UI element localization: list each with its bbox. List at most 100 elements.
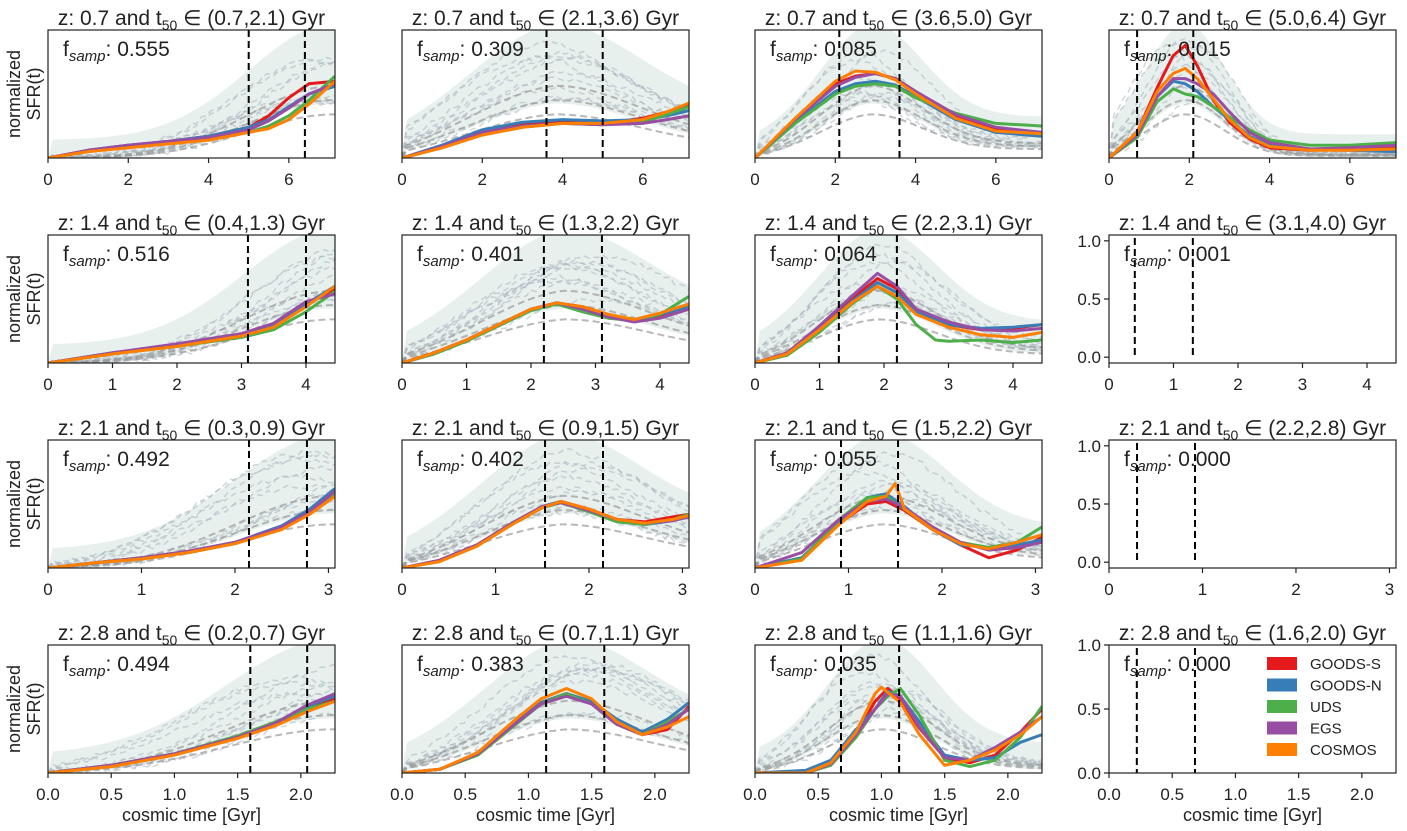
series-egs — [48, 82, 335, 158]
subplot-r3-c2: 0.0 0.5 1.0 1.5 2.0 z: 2.8 and t50 ∈ (1.1,1.6… — [743, 622, 1043, 825]
subplot-title: z: 0.7 and t50 ∈ (3.6,5.0) Gyr — [765, 7, 1032, 33]
sample-curve — [755, 91, 1042, 158]
x-tick-label: 0 — [397, 170, 406, 189]
series-cosmos — [1109, 66, 1396, 158]
plot-area — [48, 235, 335, 363]
series-cosmos — [755, 482, 1042, 568]
x-tick-label: 0.0 — [1097, 785, 1121, 804]
fsamp-label: fsamp: 0.383 — [417, 653, 524, 680]
sample-curve — [48, 457, 335, 568]
sample-curve — [402, 259, 689, 363]
confidence-band — [402, 440, 689, 568]
legend-swatch — [1267, 721, 1297, 735]
sample-curve — [402, 523, 689, 568]
x-tick-label: 1.0 — [1224, 785, 1248, 804]
fsamp-label: fsamp: 0.492 — [63, 448, 170, 475]
y-tick-label: 1.0 — [1077, 636, 1101, 655]
sample-curve — [402, 70, 689, 158]
confidence-band — [402, 645, 689, 773]
confidence-band — [402, 235, 689, 363]
fsamp-label: fsamp: 0.055 — [770, 448, 877, 475]
y-axis-label: SFR(t) — [24, 478, 44, 531]
x-tick-label: 0 — [750, 170, 759, 189]
sample-curve — [402, 489, 689, 568]
subplot-r1-c0: 0 1 2 3 4 z: 1.4 and t50 ∈ (0.4,1.3) Gyr fsamp… — [4, 212, 336, 394]
fsamp-label: fsamp: 0.035 — [770, 653, 877, 680]
x-tick-label: 2.0 — [996, 785, 1020, 804]
x-tick-label: 6 — [991, 170, 1000, 189]
sample-curve — [402, 474, 689, 568]
subplot-title: z: 0.7 and t50 ∈ (2.1,3.6) Gyr — [412, 7, 679, 33]
confidence-band — [48, 440, 335, 568]
subplot-r2-c0: 0 1 2 3 z: 2.1 and t50 ∈ (0.3,0.9) Gyr fsamp:… — [4, 417, 336, 599]
sample-curve — [402, 76, 689, 158]
sample-curve — [402, 318, 689, 363]
y-axis-label: normalized — [4, 50, 24, 138]
x-tick-label: 1.0 — [870, 785, 894, 804]
sample-curve — [755, 283, 1042, 363]
x-tick-label: 2 — [584, 580, 593, 599]
x-tick-label: 2.0 — [1350, 785, 1374, 804]
sample-curve — [48, 58, 335, 158]
x-axis-label: cosmic time [Gyr] — [1183, 805, 1322, 825]
sample-curve — [755, 99, 1042, 158]
x-tick-label: 0.5 — [453, 785, 477, 804]
x-tick-label: 4 — [911, 170, 920, 189]
subplot-title: z: 1.4 and t50 ∈ (0.4,1.3) Gyr — [58, 212, 325, 238]
sample-curve — [402, 503, 689, 568]
y-tick-label: 0.5 — [1077, 290, 1101, 309]
plot-area — [48, 645, 335, 773]
series-cosmos — [402, 687, 689, 773]
sample-curve — [402, 666, 689, 773]
x-tick-label: 1.5 — [226, 785, 250, 804]
sample-curve — [402, 263, 689, 363]
x-tick-label: 1 — [137, 580, 146, 599]
x-tick-label: 1.5 — [933, 785, 957, 804]
y-tick-label: 1.0 — [1077, 232, 1101, 251]
x-tick-label: 2 — [879, 375, 888, 394]
sample-curve — [755, 259, 1042, 363]
plot-area — [1109, 30, 1396, 158]
x-tick-label: 2 — [1185, 170, 1194, 189]
axes-frame — [401, 439, 690, 569]
x-tick-label: 0 — [750, 580, 759, 599]
sample-curve — [755, 460, 1042, 568]
x-tick-label: 0.0 — [390, 785, 414, 804]
axes-frame — [754, 234, 1043, 364]
y-tick-label: 0.0 — [1077, 764, 1101, 783]
confidence-band — [1109, 30, 1396, 158]
axes-frame — [47, 29, 336, 159]
legend-label: UDS — [1310, 699, 1342, 716]
x-tick-label: 2 — [937, 580, 946, 599]
fsamp-label: fsamp: 0.064 — [770, 243, 877, 270]
subplot-r1-c3: 0 1 2 3 4 0.0 0.5 1.0 z: 1.4 and t50 ∈ (3.1,4.0)… — [1077, 212, 1397, 394]
sample-curve — [402, 279, 689, 363]
x-tick-label: 6 — [284, 170, 293, 189]
sample-curve — [402, 40, 689, 158]
confidence-band — [402, 30, 689, 158]
x-tick-label: 1.5 — [1287, 785, 1311, 804]
x-tick-label: 4 — [204, 170, 213, 189]
plot-area — [402, 645, 689, 773]
axes-frame — [401, 234, 690, 364]
sample-curve — [48, 675, 335, 773]
x-tick-label: 1 — [1169, 375, 1178, 394]
x-tick-label: 2 — [831, 170, 840, 189]
axes-frame — [47, 234, 336, 364]
x-tick-label: 0 — [397, 375, 406, 394]
x-tick-label: 2 — [1233, 375, 1242, 394]
x-tick-label: 4 — [558, 170, 567, 189]
x-tick-label: 3 — [944, 375, 953, 394]
x-tick-label: 3 — [1385, 580, 1394, 599]
axes-frame — [754, 644, 1043, 774]
x-tick-label: 4 — [1265, 170, 1274, 189]
x-tick-label: 1 — [462, 375, 471, 394]
axes-frame — [1108, 29, 1397, 159]
fsamp-label: fsamp: 0.555 — [63, 38, 170, 65]
sample-curve — [402, 666, 689, 773]
plot-area — [48, 30, 335, 158]
plot-area — [48, 440, 335, 568]
y-tick-label: 0.5 — [1077, 700, 1101, 719]
legend-label: COSMOS — [1310, 742, 1377, 759]
fsamp-label: fsamp: 0.000 — [1124, 653, 1231, 680]
